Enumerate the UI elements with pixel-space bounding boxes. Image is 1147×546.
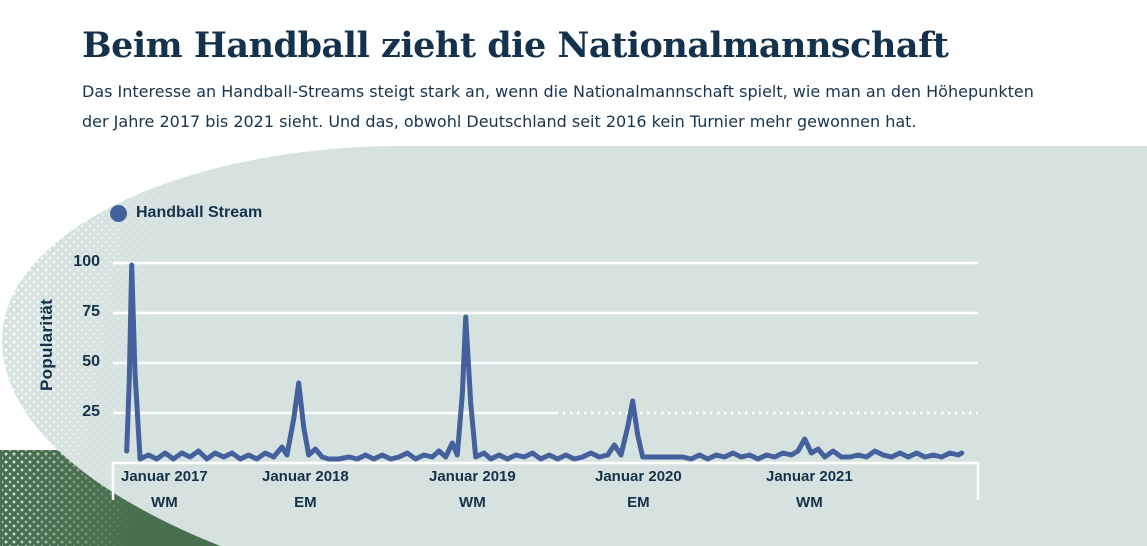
legend-dot-icon	[110, 204, 127, 222]
x-tick-year-label: Januar 2019	[429, 468, 516, 485]
legend-label: Handball Stream	[136, 204, 263, 221]
x-tick-year-label: Januar 2021	[766, 468, 853, 485]
intro-text: Das Interesse an Handball-Streams steigt…	[82, 77, 1042, 137]
y-tick-label: 25	[82, 403, 100, 420]
x-tick-year-label: Januar 2017	[121, 468, 208, 485]
x-tick-tournament-label: WM	[151, 494, 178, 511]
x-tick: Januar 2017 WM	[121, 468, 208, 511]
legend: Handball Stream	[110, 204, 262, 222]
y-tick-label: 50	[82, 353, 100, 370]
x-tick: Januar 2019 WM	[429, 468, 516, 511]
x-tick: Januar 2020 EM	[595, 468, 682, 511]
x-tick-year-label: Januar 2018	[262, 468, 349, 485]
x-tick-tournament-label: EM	[627, 494, 650, 511]
x-tick-year-label: Januar 2020	[595, 468, 682, 485]
x-tick-tournament-label: EM	[294, 494, 317, 511]
x-tick: Januar 2021 WM	[766, 468, 853, 511]
x-tick: Januar 2018 EM	[262, 468, 349, 511]
x-tick-tournament-label: WM	[459, 494, 486, 511]
y-tick-label: 75	[82, 303, 100, 320]
page-title: Beim Handball zieht die Nationalmannscha…	[82, 25, 949, 67]
y-tick-label: 100	[73, 253, 100, 270]
intro-line-2: der Jahre 2017 bis 2021 sieht. Und das, …	[82, 112, 917, 131]
intro-line-1: Das Interesse an Handball-Streams steigt…	[82, 82, 1034, 101]
x-tick-tournament-label: WM	[796, 494, 823, 511]
